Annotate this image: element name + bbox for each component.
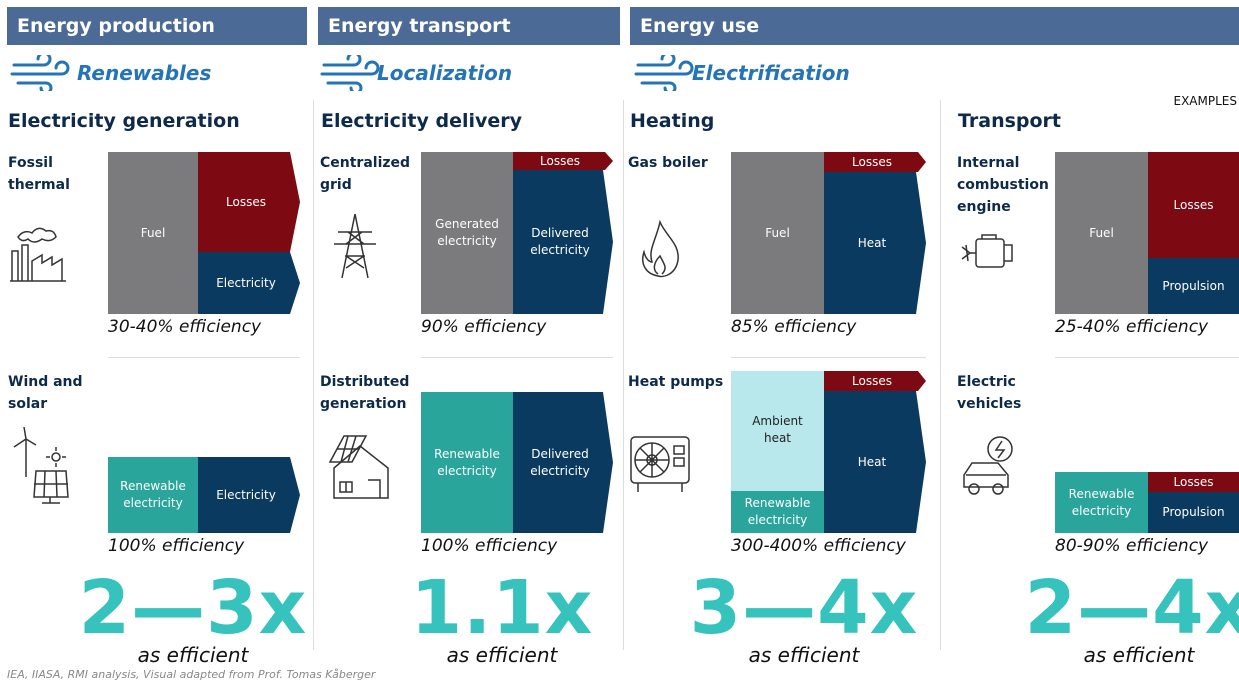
flow-block: Heat (824, 391, 926, 533)
wind-icon (634, 55, 694, 91)
flow-block: Delivered electricity (513, 170, 613, 314)
multiplier: 1.1x (410, 565, 594, 651)
row-name: Wind and solar (8, 374, 83, 412)
row-name: Heat pumps (628, 374, 724, 390)
multiplier-note: as efficient (1083, 643, 1195, 667)
source: IEA, IIASA, RMI analysis, Visual adapted… (7, 668, 376, 681)
header: Energy use (630, 7, 1239, 45)
efficiency: 100% efficiency (108, 536, 245, 556)
efficiency: 80-90% efficiency (1055, 536, 1209, 556)
column-title: Heating (630, 110, 715, 132)
flow-block: Losses (1148, 152, 1239, 258)
multiplier-note: as efficient (137, 643, 249, 667)
ev-icon (963, 436, 1013, 495)
factory-icon (10, 227, 66, 282)
heat-pump-icon (630, 436, 690, 492)
flow-block: Renewable electricity (1055, 472, 1148, 533)
pylon-icon (334, 213, 376, 279)
multiplier-note: as efficient (446, 643, 558, 667)
row-name: Gas boiler (628, 155, 708, 171)
flow-block: Ambient heat (731, 371, 824, 491)
divider (940, 100, 941, 650)
wind-icon (10, 55, 70, 91)
efficiency: 85% efficiency (731, 317, 857, 337)
multiplier: 2—3x (78, 565, 308, 651)
theme: Electrification (692, 61, 850, 85)
wind-solar-icon (13, 427, 69, 504)
theme: Renewables (77, 61, 212, 85)
efficiency: 100% efficiency (421, 536, 558, 556)
flow-block: Losses (824, 152, 926, 172)
flow-block: Fuel (108, 152, 198, 314)
flow-block: Losses (1148, 472, 1239, 492)
flow-block: Fuel (1055, 152, 1148, 314)
separator (731, 357, 926, 358)
flow-block: Fuel (731, 152, 824, 314)
multiplier-note: as efficient (748, 643, 860, 667)
flow-block: Renewable electricity (731, 491, 824, 533)
column-title: Electricity generation (8, 110, 240, 132)
column-title: Transport (958, 110, 1062, 132)
efficiency: 300-400% efficiency (731, 536, 906, 556)
house-solar-icon (328, 435, 389, 499)
separator (421, 357, 613, 358)
efficiency: 30-40% efficiency (108, 317, 262, 337)
flow-block: Renewable electricity (108, 457, 198, 533)
row-name: Internal combustion engine (957, 155, 1049, 215)
flow-block: Delivered electricity (513, 392, 613, 533)
multiplier: 2—4x (1024, 565, 1239, 651)
flow-block: Losses (513, 152, 613, 170)
engine-icon (961, 234, 1013, 268)
flow-block: Propulsion (1148, 258, 1239, 314)
multiplier: 3—4x (689, 565, 919, 651)
row-name: Centralized grid (320, 155, 411, 193)
flow-block: Propulsion (1148, 492, 1239, 533)
header: Energy production (7, 7, 307, 45)
row-name: Distributed generation (320, 374, 410, 412)
separator (108, 357, 300, 358)
flow-block: Renewable electricity (421, 392, 513, 533)
flow-block: Electricity (198, 252, 300, 314)
header: Energy transport (318, 7, 620, 45)
column-title: Electricity delivery (321, 110, 523, 132)
row-name: Fossil thermal (8, 155, 70, 193)
separator (1055, 357, 1239, 358)
flow-block: Heat (824, 172, 926, 314)
divider (623, 100, 624, 650)
flow-block: Losses (198, 152, 300, 252)
row-name: Electric vehicles (957, 374, 1022, 412)
flame-icon (642, 219, 679, 278)
flow-block: Electricity (198, 457, 300, 533)
divider (313, 100, 314, 650)
wind-icon (320, 55, 380, 91)
flow-block: Losses (824, 371, 926, 391)
efficiency: 25-40% efficiency (1055, 317, 1209, 337)
flow-block: Generated electricity (421, 152, 513, 314)
theme: Localization (377, 61, 513, 85)
efficiency: 90% efficiency (421, 317, 547, 337)
examples-label: EXAMPLES (1173, 94, 1238, 108)
